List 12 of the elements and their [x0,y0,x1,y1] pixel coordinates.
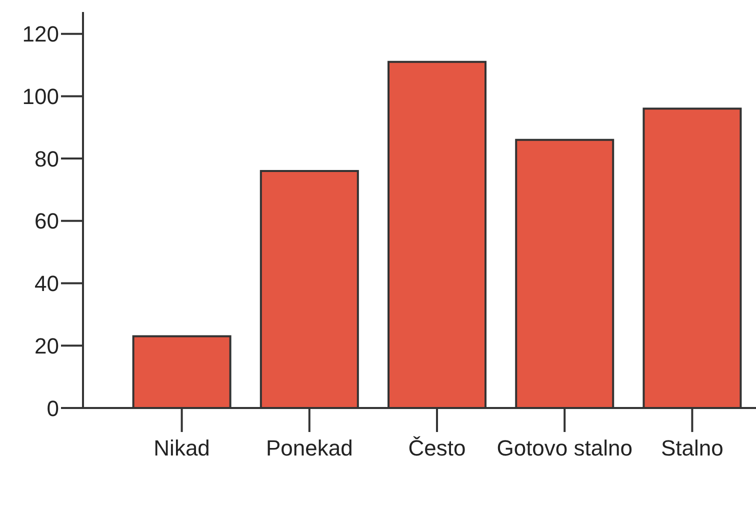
y-tick-label: 40 [34,271,59,296]
y-tick-label: 120 [22,22,59,47]
y-tick-label: 80 [34,146,59,172]
x-tick-label: Ponekad [266,436,353,461]
x-tick-label: Gotovo stalno [496,436,632,461]
x-tick-label: Nikad [154,436,210,461]
y-tick-label: 0 [46,396,59,421]
y-tick-label: 60 [34,208,59,234]
y-tick-label: 20 [34,333,59,358]
x-tick-label: Stalno [661,436,724,461]
x-tick-label: Često [408,436,466,461]
y-tick-label: 100 [22,84,59,109]
